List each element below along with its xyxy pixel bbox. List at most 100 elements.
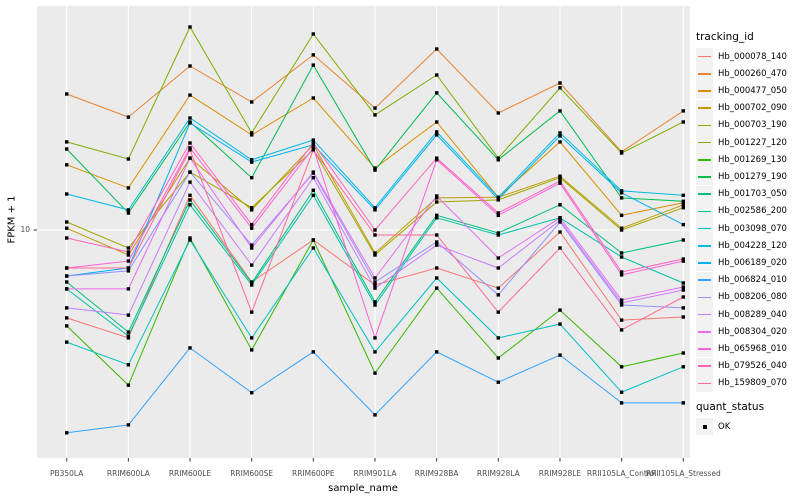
legend-item-label: Hb_002586_200 — [718, 206, 787, 217]
x-tick-label: RRIM600LA — [106, 469, 150, 478]
x-tick-label: PB350LA — [49, 469, 84, 478]
legend-item: Hb_008206_080 — [696, 288, 787, 306]
legend-title-tracking: tracking_id — [696, 31, 754, 43]
x-tick-label: RRIM928BA — [414, 469, 459, 478]
x-tick-label: RRIM928LE — [538, 469, 582, 478]
legend-key-line-icon — [696, 185, 713, 203]
legend-item-label: Hb_000260_470 — [718, 68, 787, 79]
legend-item-label: Hb_006824_010 — [718, 275, 787, 286]
legend-key-line-icon — [696, 134, 713, 152]
legend-key-line-icon — [696, 340, 713, 358]
series-color-swatch — [698, 262, 711, 264]
legend-key-line-icon — [696, 220, 713, 238]
legend-item: Hb_006189_020 — [696, 254, 787, 272]
legend-key-line-icon — [696, 254, 713, 272]
legend-item: Hb_001279_190 — [696, 168, 787, 186]
square-point-icon — [702, 424, 707, 429]
legend-key-line-icon — [696, 99, 713, 117]
legend-item-label: Hb_006189_020 — [718, 257, 787, 268]
legend-key-line-icon — [696, 357, 713, 375]
legend-key-line-icon — [696, 271, 713, 289]
legend-item-label: Hb_001279_190 — [718, 171, 787, 182]
legend-item-label: Hb_001703_050 — [718, 189, 787, 200]
legend-item-label: Hb_000703_190 — [718, 120, 787, 131]
legend-key-square-icon — [696, 418, 713, 436]
legend-item-label: Hb_159809_070 — [718, 378, 787, 389]
x-tick-label: RRII105LA_Stressed — [645, 469, 721, 478]
y-tick-label: 10 — [20, 225, 30, 234]
series-color-swatch — [698, 227, 711, 230]
series-color-swatch — [698, 193, 711, 195]
x-axis-title: sample_name — [328, 483, 398, 494]
legend-item: Hb_001703_050 — [696, 185, 787, 203]
legend-item-quant: OK — [696, 418, 731, 436]
legend-key-line-icon — [696, 202, 713, 220]
legend-item: Hb_006824_010 — [696, 271, 787, 289]
legend-item: Hb_000702_090 — [696, 99, 787, 117]
legend-item: Hb_000703_190 — [696, 116, 787, 134]
legend-item: Hb_000477_050 — [696, 82, 787, 100]
legend-item-label: Hb_001269_130 — [718, 154, 787, 165]
legend-item-label: Hb_065968_010 — [718, 343, 787, 354]
legend-item-label: Hb_000477_050 — [718, 85, 787, 96]
legend-item-label: Hb_001227_120 — [718, 137, 787, 148]
x-tick-label: RRIM600SE — [230, 469, 274, 478]
series-color-swatch — [698, 107, 711, 109]
legend-item-label: OK — [718, 421, 731, 432]
legend-item-label: Hb_000078_140 — [718, 51, 787, 62]
legend-item: Hb_000260_470 — [696, 65, 787, 83]
legend-item: Hb_000078_140 — [696, 48, 787, 66]
legend-key-line-icon — [696, 48, 713, 66]
legend-title-quant: quant_status — [696, 401, 765, 413]
legend-item-label: Hb_004228_120 — [718, 240, 787, 251]
legend-item: Hb_008289_040 — [696, 306, 787, 324]
x-tick-label: RRIM600PE — [291, 469, 335, 478]
legend-key-line-icon — [696, 323, 713, 341]
x-tick-label: RRII105LA_Control — [586, 469, 657, 478]
legend-item: Hb_008304_020 — [696, 323, 787, 341]
series-color-swatch — [698, 90, 711, 92]
legend-item-label: Hb_008289_040 — [718, 309, 787, 320]
series-color-swatch — [698, 348, 711, 350]
legend-item: Hb_079526_040 — [696, 357, 787, 375]
legend-item: Hb_002586_200 — [696, 202, 787, 220]
legend-item-label: Hb_000702_090 — [718, 103, 787, 114]
legend-key-line-icon — [696, 288, 713, 306]
series-color-swatch — [698, 382, 711, 385]
series-color-swatch — [698, 158, 711, 161]
legend-item: Hb_065968_010 — [696, 340, 787, 358]
legend-item-label: Hb_079526_040 — [718, 361, 787, 372]
axis-ticks — [33, 229, 684, 462]
series-color-swatch — [698, 141, 711, 144]
y-axis-title: FPKM + 1 — [6, 195, 18, 244]
series-color-swatch — [698, 210, 711, 213]
legend-item-label: Hb_008304_020 — [718, 326, 787, 337]
legend-key-line-icon — [696, 116, 713, 134]
legend-item: Hb_159809_070 — [696, 374, 787, 392]
series-color-swatch — [698, 365, 711, 367]
series-color-swatch — [698, 296, 711, 299]
x-tick-label: RRIM600LE — [168, 469, 212, 478]
data-points — [65, 25, 685, 435]
series-color-swatch — [698, 330, 711, 333]
x-tick-label: RRIM928LA — [476, 469, 520, 478]
legend-item: Hb_001227_120 — [696, 134, 787, 152]
legend-key-line-icon — [696, 151, 713, 169]
legend-key-line-icon — [696, 168, 713, 186]
legend-key-line-icon — [696, 306, 713, 324]
series-color-swatch — [698, 124, 711, 127]
series-color-swatch — [698, 279, 711, 281]
legend-key-line-icon — [696, 65, 713, 83]
legend-key-line-icon — [696, 374, 713, 392]
legend-key-line-icon — [696, 237, 713, 255]
series-color-swatch — [698, 72, 711, 75]
legend-item-label: Hb_008206_080 — [718, 292, 787, 303]
series-color-swatch — [698, 313, 711, 316]
series-color-swatch — [698, 55, 711, 58]
series-color-swatch — [698, 244, 711, 247]
x-tick-label: RRIM901LA — [353, 469, 397, 478]
legend-key-line-icon — [696, 82, 713, 100]
legend-item: Hb_001269_130 — [696, 151, 787, 169]
